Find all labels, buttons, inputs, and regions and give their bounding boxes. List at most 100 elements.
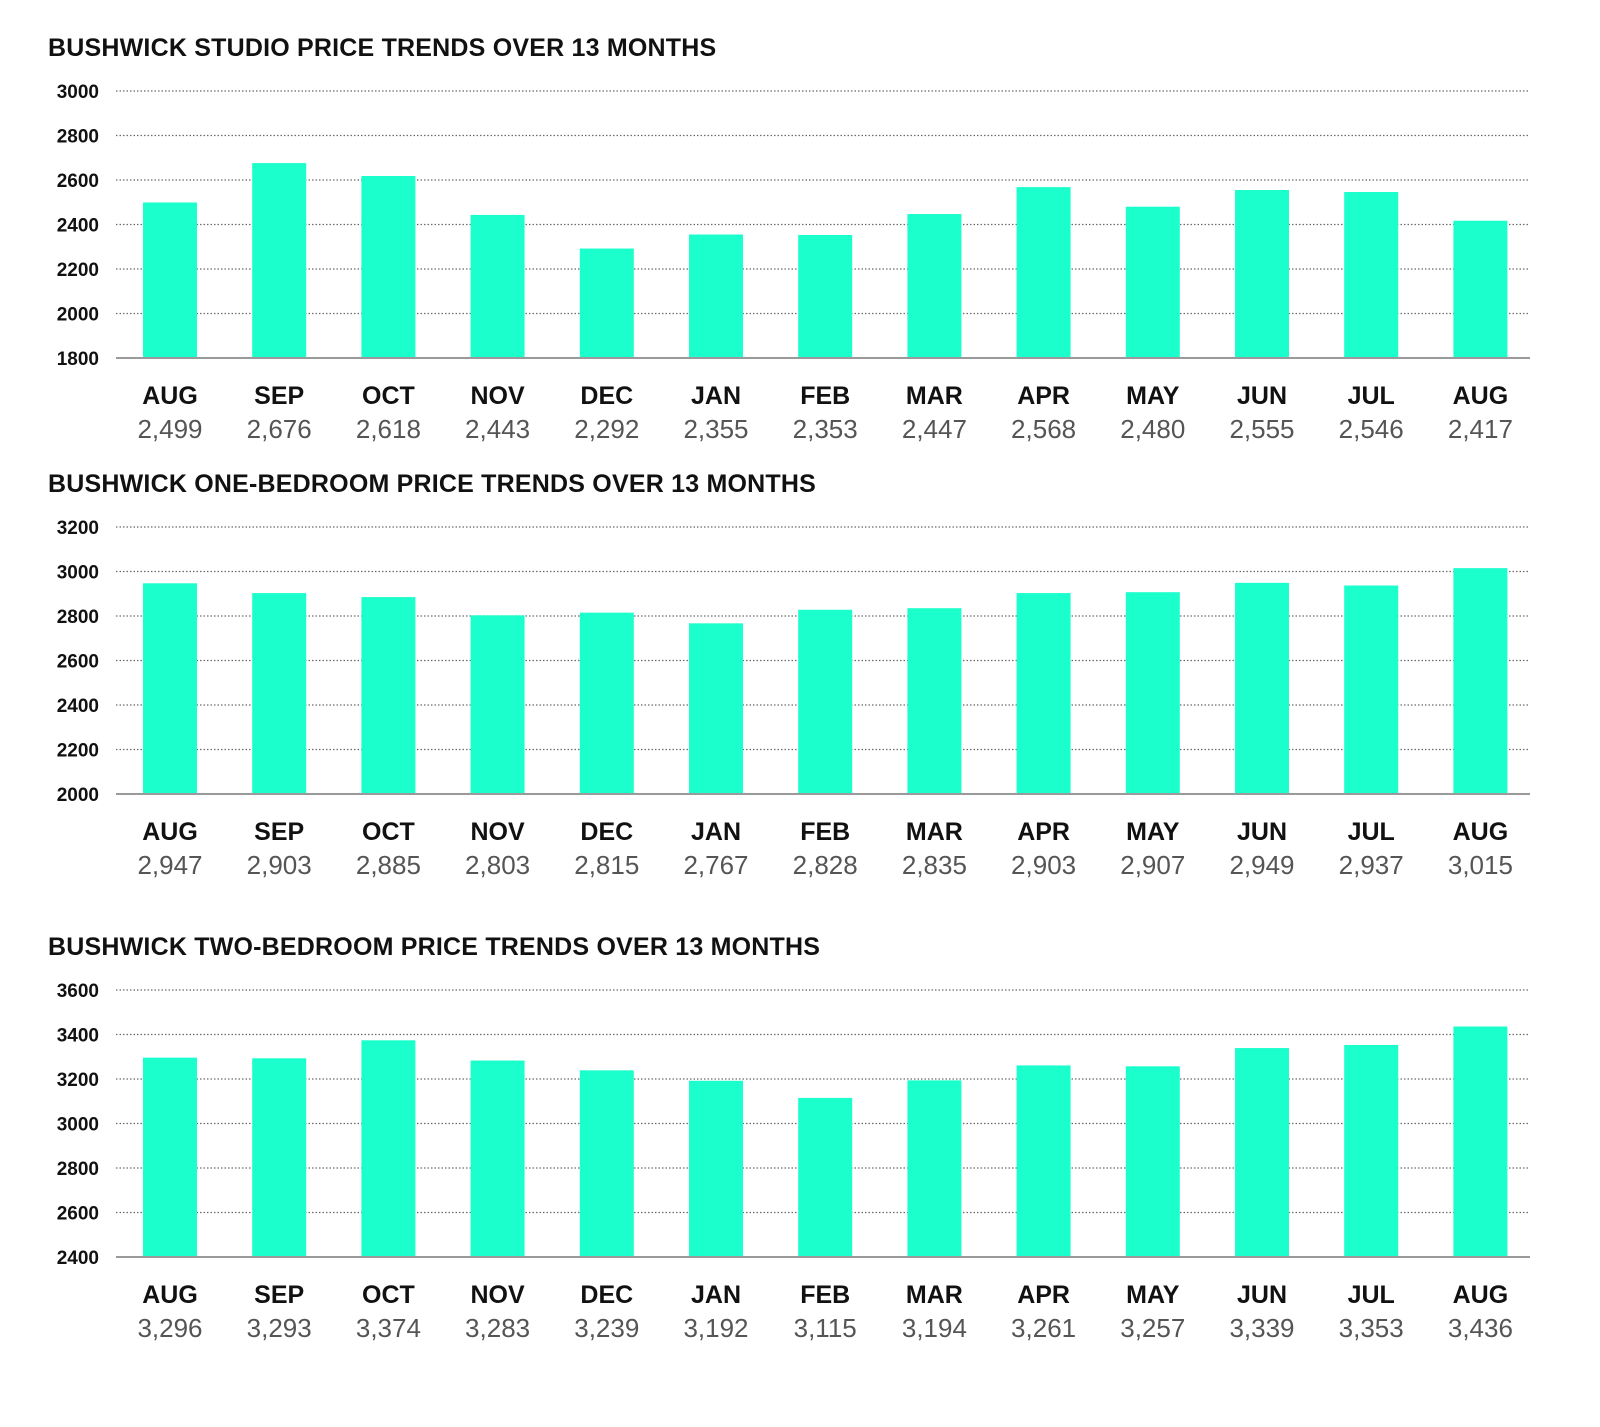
month-label: OCT: [362, 818, 415, 846]
month-label: SEP: [254, 382, 304, 410]
bar-oct-2: [361, 597, 416, 794]
value-label: 2,292: [574, 414, 639, 444]
bar-aug-12: [1453, 568, 1508, 794]
value-label: 2,828: [793, 850, 858, 880]
bar-dec-4: [579, 1070, 634, 1257]
y-tick-label: 2400: [57, 696, 99, 717]
month-label: AUG: [1453, 1281, 1509, 1309]
value-label: 3,353: [1339, 1313, 1404, 1343]
bar-feb-6: [798, 1097, 853, 1257]
bar-jan-5: [689, 623, 743, 794]
value-label: 3,015: [1448, 850, 1513, 880]
value-label: 2,949: [1229, 850, 1294, 880]
value-label: 2,355: [683, 414, 748, 444]
value-label: 3,339: [1229, 1313, 1294, 1343]
value-label: 2,480: [1120, 414, 1185, 444]
month-label: AUG: [142, 818, 198, 846]
month-label: FEB: [800, 818, 850, 846]
value-label: 2,815: [574, 850, 639, 880]
month-label: MAR: [906, 382, 963, 410]
month-label: AUG: [142, 1281, 198, 1309]
value-label: 3,257: [1120, 1313, 1185, 1343]
month-label: APR: [1017, 818, 1070, 846]
month-label: JUL: [1348, 818, 1395, 846]
two-bedroom-bar-chart: 2400 2600 2800 3000 3200 3400 3600 AUG 3,296 SEP 3…: [57, 981, 1530, 1343]
month-label: APR: [1017, 1281, 1070, 1309]
value-label: 2,937: [1339, 850, 1404, 880]
y-tick-label: 3400: [57, 1026, 99, 1047]
bar-feb-6: [798, 609, 853, 794]
month-label: JUL: [1348, 382, 1395, 410]
bar-aug-12: [1453, 1026, 1508, 1257]
bar-may-9: [1125, 592, 1180, 794]
month-label: MAR: [906, 818, 963, 846]
y-tick-label: 2800: [57, 127, 99, 148]
value-label: 2,947: [137, 850, 202, 880]
chart-title: BUSHWICK STUDIO PRICE TRENDS OVER 13 MON…: [48, 34, 717, 62]
value-label: 2,835: [902, 850, 967, 880]
y-tick-label: 2800: [57, 1159, 99, 1180]
y-tick-label: 2200: [57, 260, 99, 281]
bar-nov-3: [470, 214, 525, 358]
y-tick-label: 2600: [57, 652, 99, 673]
month-label: MAY: [1126, 818, 1180, 846]
y-tick-label: 2800: [57, 607, 99, 628]
value-label: 3,374: [356, 1313, 421, 1343]
value-label: 3,194: [902, 1313, 967, 1343]
bar-apr-8: [1016, 593, 1071, 794]
month-label: DEC: [580, 1281, 633, 1309]
bar-apr-8: [1016, 187, 1071, 358]
value-label: 2,885: [356, 850, 421, 880]
chart-title: BUSHWICK TWO-BEDROOM PRICE TRENDS OVER 1…: [48, 933, 821, 961]
month-label: OCT: [362, 382, 415, 410]
month-label: JUN: [1237, 818, 1287, 846]
value-label: 3,293: [247, 1313, 312, 1343]
bar-aug-0: [143, 1057, 197, 1257]
value-label: 2,903: [247, 850, 312, 880]
value-label: 3,296: [137, 1313, 202, 1343]
bar-nov-3: [470, 615, 525, 794]
bar-apr-8: [1016, 1065, 1071, 1257]
value-label: 3,261: [1011, 1313, 1076, 1343]
y-tick-label: 2600: [57, 1204, 99, 1225]
value-label: 2,417: [1448, 414, 1513, 444]
value-label: 2,546: [1339, 414, 1404, 444]
y-tick-label: 3200: [57, 1070, 99, 1091]
bar-sep-1: [252, 593, 307, 794]
bar-nov-3: [470, 1060, 525, 1257]
month-label: NOV: [471, 818, 526, 846]
y-tick-label: 2600: [57, 171, 99, 192]
value-label: 2,353: [793, 414, 858, 444]
month-label: OCT: [362, 1281, 415, 1309]
month-label: MAY: [1126, 1281, 1180, 1309]
month-label: FEB: [800, 382, 850, 410]
month-label: SEP: [254, 818, 304, 846]
value-label: 2,903: [1011, 850, 1076, 880]
month-label: APR: [1017, 382, 1070, 410]
one-bedroom-chart-panel: BUSHWICK ONE-BEDROOM PRICE TRENDS OVER 1…: [0, 470, 1600, 930]
bar-mar-7: [907, 608, 962, 794]
month-label: AUG: [142, 382, 198, 410]
bar-jun-10: [1235, 190, 1289, 358]
y-tick-label: 2000: [57, 785, 99, 806]
month-label: JAN: [691, 382, 741, 410]
month-label: FEB: [800, 1281, 850, 1309]
value-label: 2,568: [1011, 414, 1076, 444]
month-label: JAN: [691, 818, 741, 846]
value-label: 3,192: [683, 1313, 748, 1343]
bar-mar-7: [907, 1080, 962, 1257]
bar-oct-2: [361, 1040, 416, 1257]
y-tick-label: 2200: [57, 741, 99, 762]
month-label: JUN: [1237, 1281, 1287, 1309]
bar-jun-10: [1235, 582, 1289, 794]
month-label: JUN: [1237, 382, 1287, 410]
y-tick-label: 1800: [57, 349, 99, 370]
value-label: 2,447: [902, 414, 967, 444]
value-label: 2,676: [247, 414, 312, 444]
bar-jan-5: [689, 1080, 743, 1257]
month-label: SEP: [254, 1281, 304, 1309]
month-label: MAR: [906, 1281, 963, 1309]
y-tick-label: 2000: [57, 305, 99, 326]
y-tick-label: 3000: [57, 1115, 99, 1136]
month-label: NOV: [471, 382, 526, 410]
